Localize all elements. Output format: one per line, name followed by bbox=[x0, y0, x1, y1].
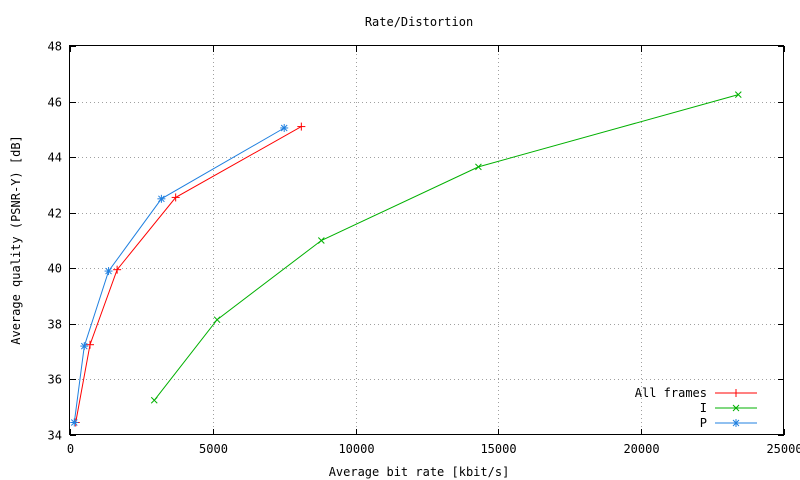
chart-title: Rate/Distortion bbox=[365, 15, 473, 29]
legend-marker bbox=[732, 404, 740, 412]
y-tick-label: 38 bbox=[48, 318, 62, 332]
data-point bbox=[150, 396, 158, 404]
plot-frame bbox=[69, 45, 784, 435]
legend-label: All frames bbox=[635, 386, 707, 400]
axis-ticks: 0 5000 10000 15000 20000 25000 34 36 38 40 42 44 46 4… bbox=[48, 40, 800, 457]
data-point bbox=[297, 122, 306, 131]
marker-stroke bbox=[734, 91, 742, 98]
y-tick-label: 40 bbox=[48, 262, 62, 276]
data-point bbox=[213, 316, 221, 324]
marker-stroke bbox=[280, 124, 288, 132]
y-tick-label: 36 bbox=[48, 373, 62, 387]
marker-stroke bbox=[80, 342, 88, 350]
data-point bbox=[113, 265, 122, 274]
data-point bbox=[317, 237, 325, 244]
y-tick-label: 34 bbox=[48, 429, 62, 443]
series-p bbox=[70, 123, 289, 427]
data-point bbox=[171, 193, 180, 202]
grid-lines bbox=[70, 46, 784, 435]
series-line bbox=[73, 127, 285, 423]
series-lines bbox=[70, 91, 742, 427]
legend-label: P bbox=[700, 416, 707, 430]
x-axis-label: Average bit rate [kbit/s] bbox=[329, 465, 510, 479]
y-tick-label: 44 bbox=[48, 151, 62, 165]
series-i bbox=[150, 91, 742, 404]
legend-marker bbox=[732, 389, 740, 397]
y-tick-label: 42 bbox=[48, 207, 62, 221]
data-point bbox=[104, 267, 113, 276]
data-point bbox=[85, 340, 94, 349]
marker-stroke bbox=[150, 396, 158, 404]
data-point bbox=[734, 91, 742, 98]
x-tick-label: 10000 bbox=[338, 442, 374, 456]
x-tick-label: 25000 bbox=[766, 442, 800, 456]
data-point bbox=[157, 194, 166, 203]
marker-stroke bbox=[732, 404, 740, 412]
y-tick-label: 46 bbox=[48, 96, 62, 110]
x-tick-label: 0 bbox=[67, 442, 74, 456]
series-line bbox=[75, 126, 302, 423]
x-tick-label: 20000 bbox=[623, 442, 659, 456]
x-tick-label: 5000 bbox=[199, 442, 228, 456]
marker-stroke bbox=[317, 237, 325, 244]
legend-label: I bbox=[700, 401, 707, 415]
data-point bbox=[70, 418, 79, 427]
x-tick-label: 15000 bbox=[480, 442, 516, 456]
data-point bbox=[280, 123, 289, 132]
marker-stroke bbox=[70, 419, 78, 426]
y-tick-label: 48 bbox=[48, 40, 62, 54]
marker-stroke bbox=[475, 163, 482, 171]
marker-stroke bbox=[105, 267, 112, 275]
marker-stroke bbox=[158, 195, 165, 203]
series-line bbox=[153, 94, 739, 401]
y-axis-label: Average quality (PSNR-Y) [dB] bbox=[9, 135, 23, 345]
data-point bbox=[475, 163, 482, 171]
marker-stroke bbox=[732, 419, 740, 427]
series-all-frames bbox=[71, 122, 306, 427]
data-point bbox=[80, 342, 89, 351]
marker-stroke bbox=[213, 316, 221, 324]
legend-marker bbox=[732, 419, 740, 427]
